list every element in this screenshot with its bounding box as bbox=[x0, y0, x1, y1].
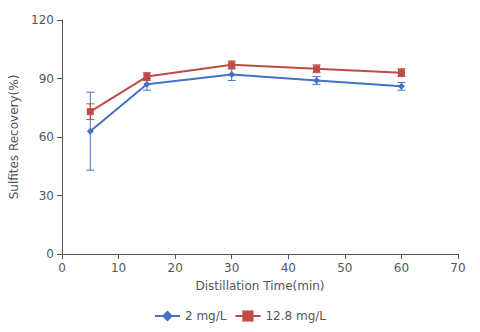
svg-text:20: 20 bbox=[168, 261, 183, 275]
svg-text:Distillation Time(min): Distillation Time(min) bbox=[195, 279, 324, 293]
svg-text:30: 30 bbox=[39, 189, 54, 203]
svg-text:120: 120 bbox=[31, 13, 54, 27]
svg-text:Sulfites Recovery(%): Sulfites Recovery(%) bbox=[7, 75, 21, 200]
svg-text:10: 10 bbox=[111, 261, 126, 275]
svg-text:40: 40 bbox=[281, 261, 296, 275]
svg-text:60: 60 bbox=[394, 261, 409, 275]
svg-text:70: 70 bbox=[450, 261, 465, 275]
svg-text:30: 30 bbox=[224, 261, 239, 275]
svg-text:50: 50 bbox=[337, 261, 352, 275]
svg-text:0: 0 bbox=[46, 247, 54, 261]
svg-text:60: 60 bbox=[39, 130, 54, 144]
svg-text:90: 90 bbox=[39, 72, 54, 86]
svg-text:0: 0 bbox=[58, 261, 66, 275]
svg-text:12.8 mg/L: 12.8 mg/L bbox=[265, 309, 326, 323]
svg-text:2 mg/L: 2 mg/L bbox=[185, 309, 227, 323]
